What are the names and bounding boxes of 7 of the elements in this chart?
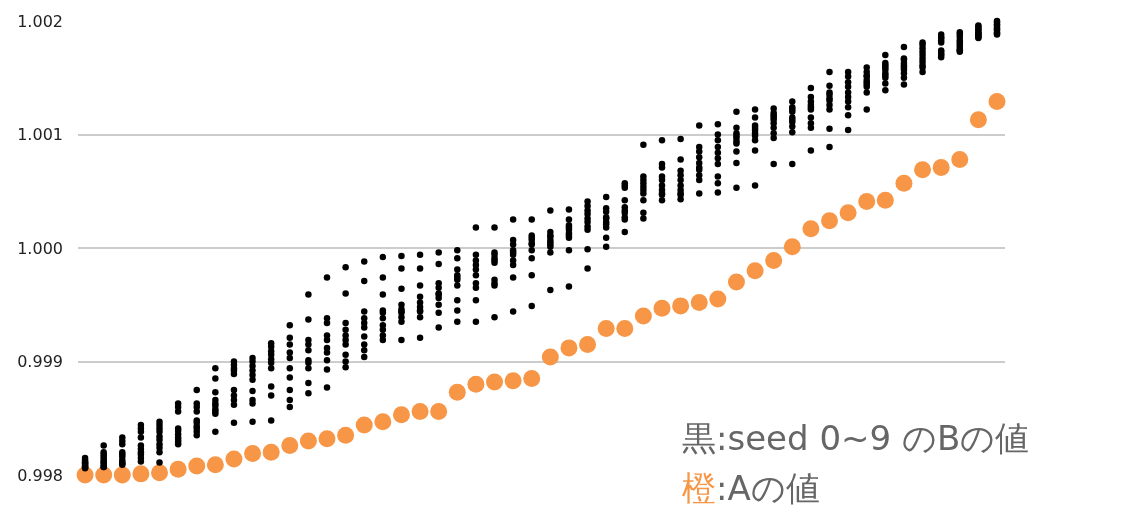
- y-tick-label: 0.999: [17, 352, 63, 372]
- y-tick-label: 1.000: [17, 238, 63, 258]
- annotation: 橙:Aの値: [682, 468, 820, 508]
- y-tick-label: 1.001: [17, 125, 63, 145]
- y-tick-label: 0.998: [17, 465, 63, 485]
- y-tick-label: 1.002: [17, 11, 63, 31]
- annotation: 黒:seed 0~9 のBの値: [682, 418, 1030, 458]
